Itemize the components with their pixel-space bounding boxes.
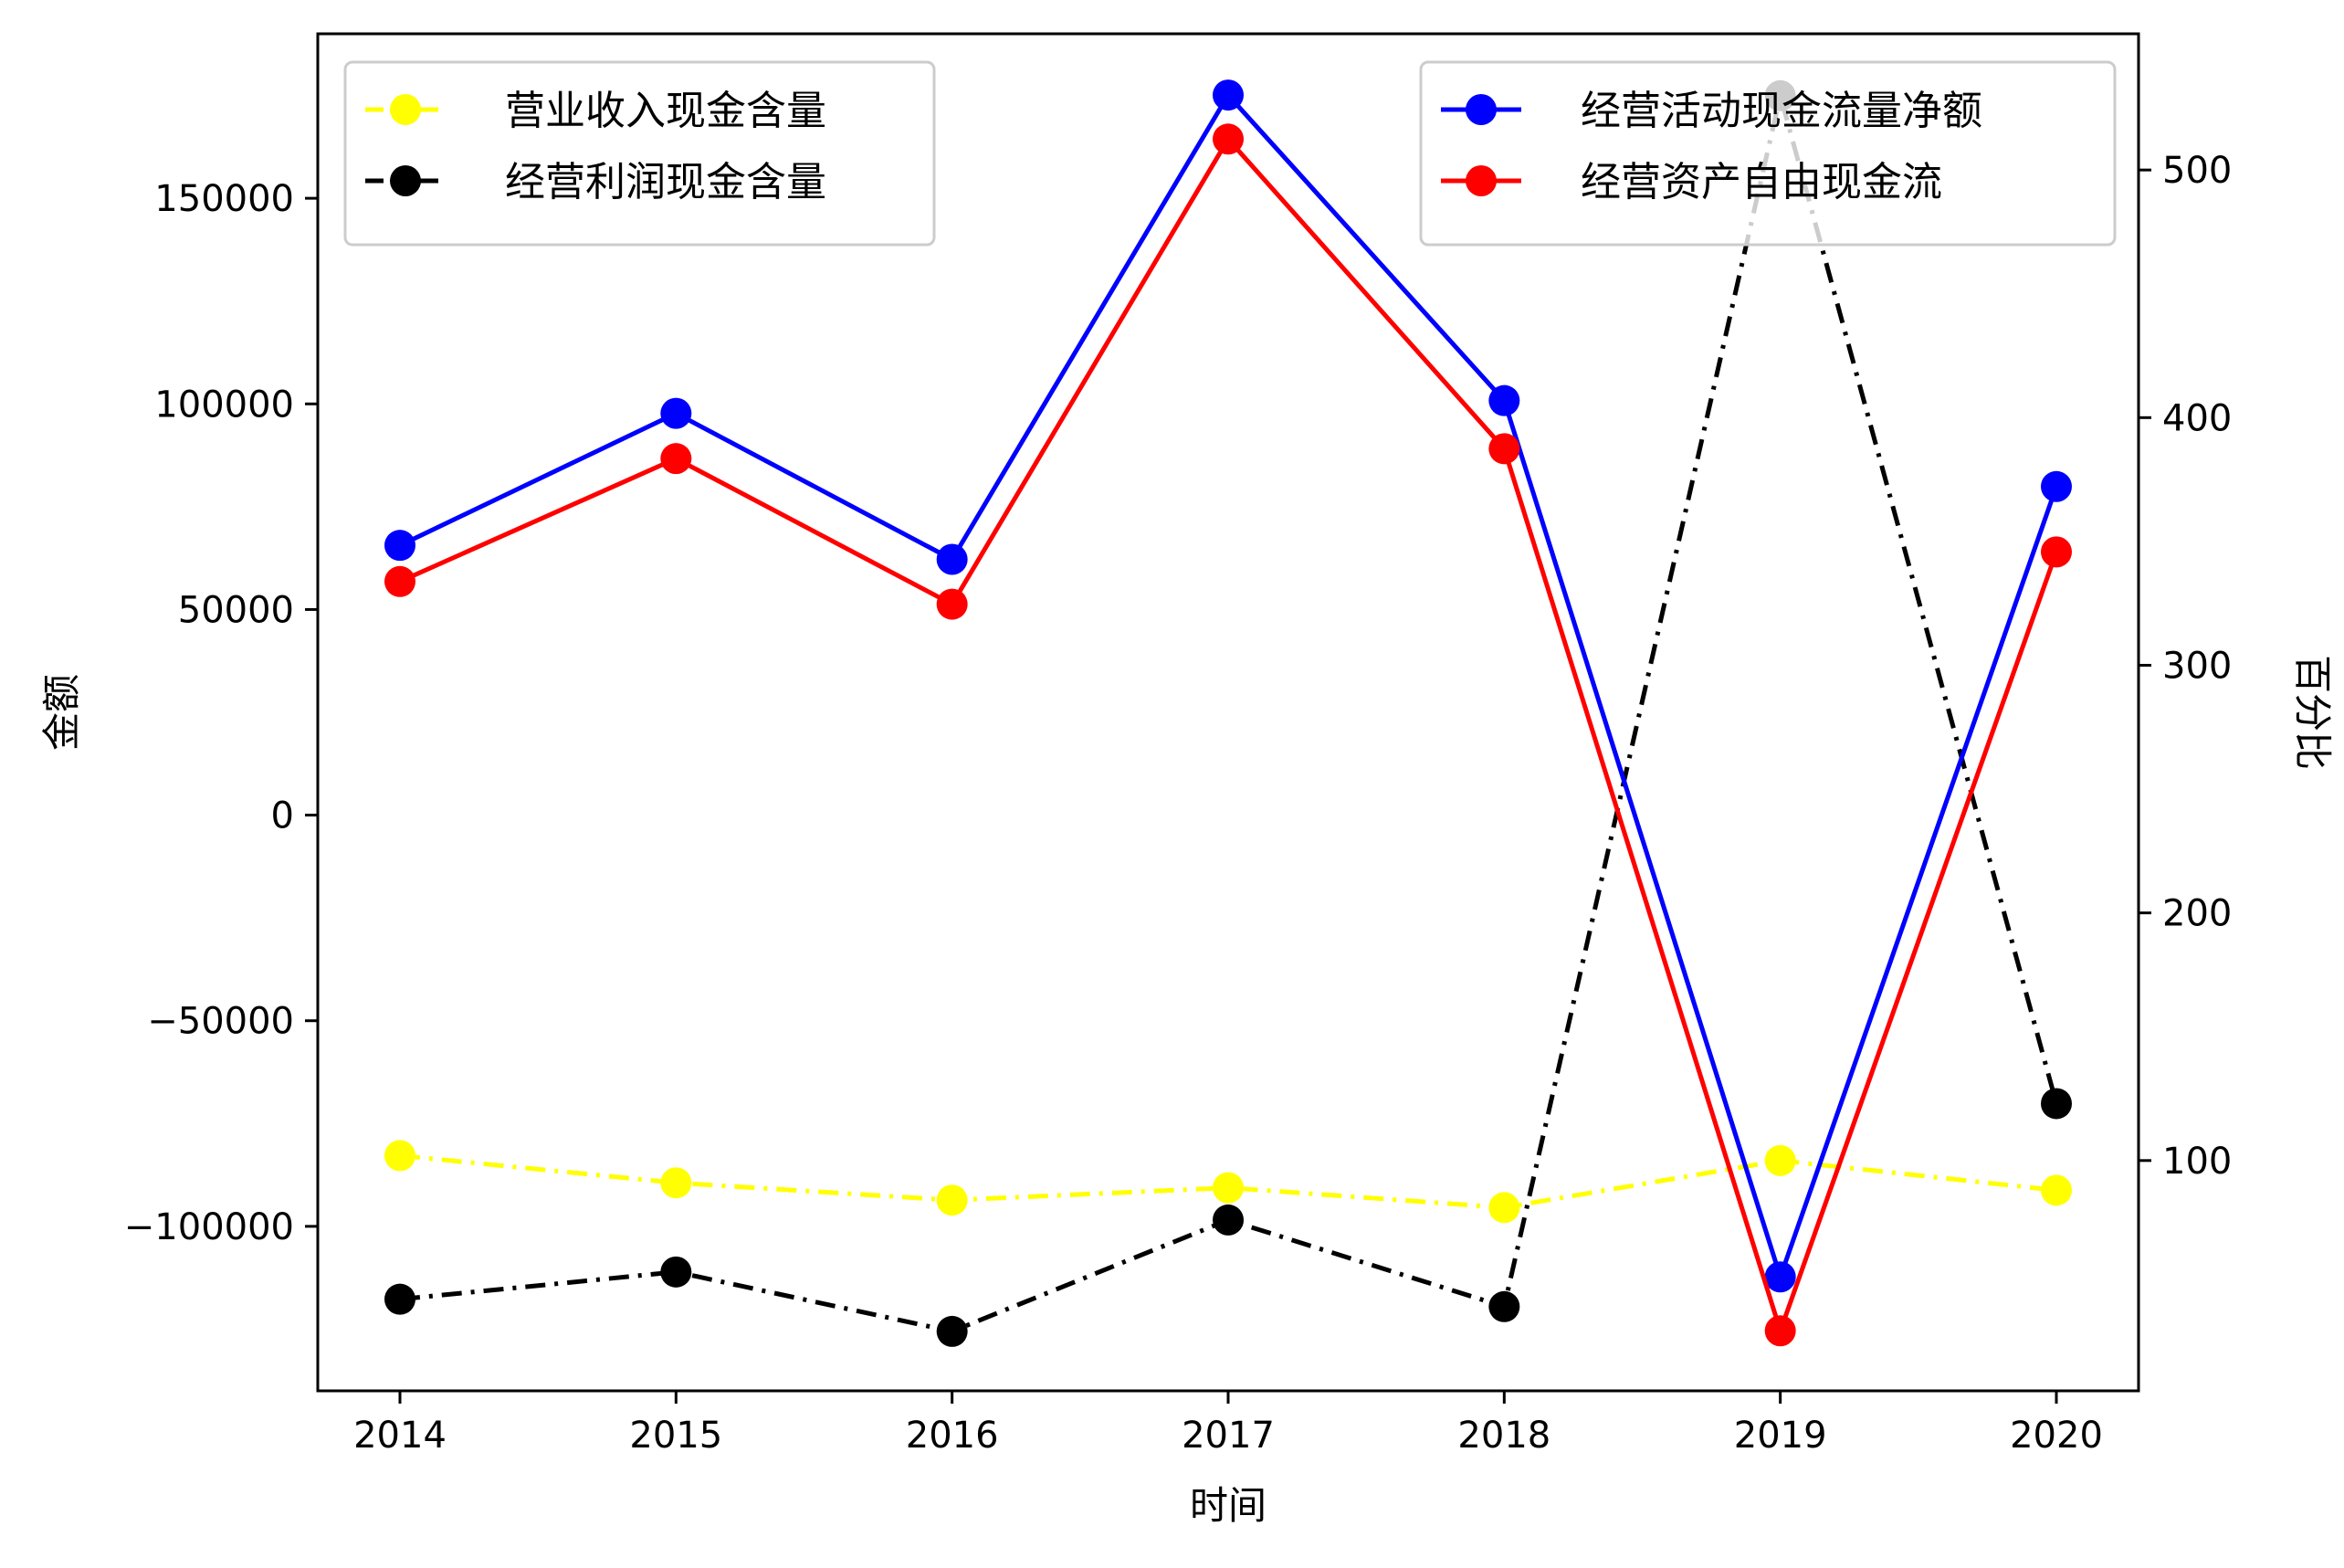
y-left-tick-label: −100000 (124, 1206, 294, 1248)
x-tick-label: 2015 (629, 1415, 722, 1457)
legend-swatch-marker (1466, 94, 1497, 125)
axis-layer: 2014 2015 2016 2017 2018 2019 2020 −100000 −5000… (124, 32, 2232, 1457)
series-0-point-2015 (660, 397, 692, 429)
series-2-point-2017 (1213, 1172, 1244, 1204)
series-2-point-2019 (1764, 1144, 1796, 1176)
y-right-tick-label: 300 (2162, 645, 2232, 687)
series-1-point-2020 (2041, 536, 2072, 568)
series-1-point-2014 (384, 565, 415, 597)
x-tick-label: 2018 (1457, 1415, 1550, 1457)
series-2-point-2020 (2041, 1174, 2072, 1206)
legend-label: 经营资产自由现金流 (1581, 159, 1942, 205)
series-0-point-2019 (1764, 1261, 1796, 1293)
series-1-point-2019 (1764, 1315, 1796, 1347)
y-axis-right-title: 百分比 (2290, 655, 2335, 770)
legend-label: 营业收入现金含量 (505, 88, 826, 134)
series-0-point-2020 (2041, 470, 2072, 502)
series-3-point-2020 (2041, 1088, 2072, 1120)
series-0-point-2014 (384, 530, 415, 562)
x-tick-label: 2016 (906, 1415, 999, 1457)
x-tick-label: 2020 (2010, 1415, 2103, 1457)
y-left-tick-label: −50000 (147, 1001, 294, 1043)
legend-swatch-marker (1466, 165, 1497, 196)
y-left-tick-label: 0 (271, 795, 294, 837)
series-2-point-2014 (384, 1140, 415, 1172)
series-2-point-2016 (936, 1184, 968, 1216)
series-1-point-2017 (1213, 123, 1244, 155)
series-0-point-2017 (1213, 79, 1244, 111)
y-right-tick-label: 400 (2162, 397, 2232, 439)
series-1-point-2015 (660, 443, 692, 475)
series-3-point-2016 (936, 1315, 968, 1347)
legend-swatch-marker (390, 94, 421, 125)
legend-swatch-marker (390, 165, 421, 196)
series-0-point-2016 (936, 543, 968, 575)
y-left-tick-label: 150000 (154, 178, 294, 220)
legend-box-top-right (1419, 60, 2117, 247)
series-1-point-2016 (936, 588, 968, 620)
plot-layer (384, 79, 2072, 1347)
series-2-point-2018 (1488, 1192, 1520, 1224)
y-left-tick-label: 50000 (178, 589, 294, 631)
series-3-point-2014 (384, 1283, 415, 1315)
x-tick-label: 2014 (353, 1415, 447, 1457)
series-2-point-2015 (660, 1167, 692, 1199)
y-left-tick-label: 100000 (154, 384, 294, 426)
y-right-tick-label: 500 (2162, 150, 2232, 192)
series-0-point-2018 (1488, 384, 1520, 416)
y-right-tick-label: 100 (2162, 1141, 2232, 1183)
x-tick-label: 2019 (1734, 1415, 1827, 1457)
legend-box-top-left (343, 60, 936, 247)
legend-label: 经营利润现金含量 (505, 159, 826, 205)
series-3-point-2017 (1213, 1204, 1244, 1236)
y-axis-left-title: 金额 (39, 674, 84, 751)
legend-label: 经营活动现金流量净额 (1581, 88, 1982, 134)
x-axis-title: 时间 (1190, 1483, 1267, 1528)
series-1-point-2018 (1488, 433, 1520, 465)
series-3-point-2015 (660, 1256, 692, 1288)
y-right-tick-label: 200 (2162, 893, 2232, 935)
x-tick-label: 2017 (1182, 1415, 1275, 1457)
series-3-point-2018 (1488, 1290, 1520, 1322)
